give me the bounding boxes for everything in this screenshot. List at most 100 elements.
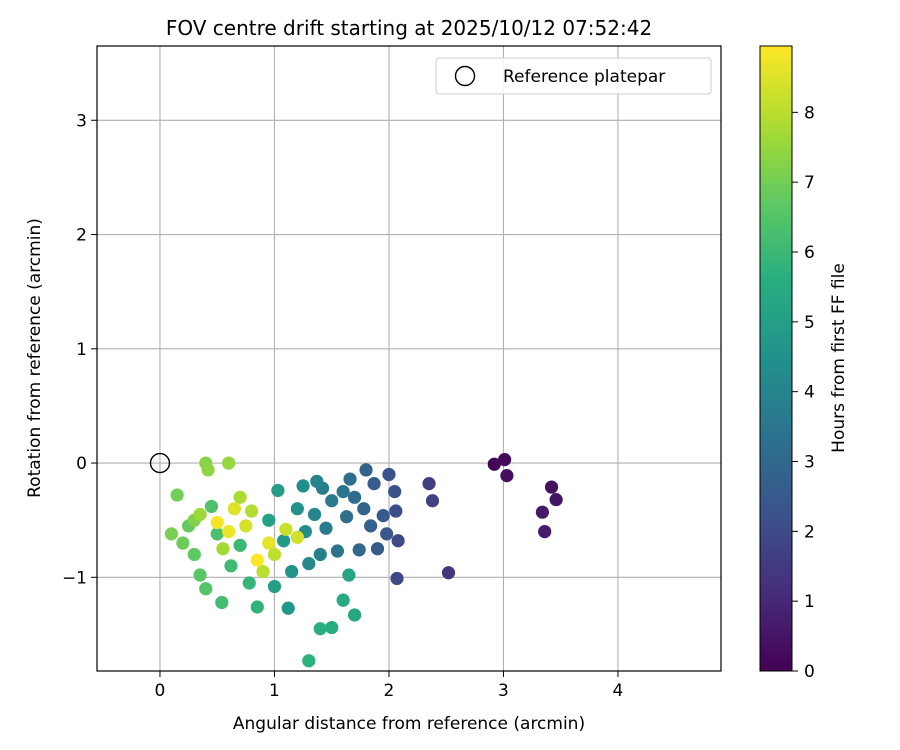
data-point bbox=[336, 593, 350, 607]
data-point bbox=[296, 479, 310, 493]
reference-platepar-marker bbox=[149, 452, 171, 474]
data-point bbox=[256, 564, 270, 579]
x-tick-label: 2 bbox=[384, 681, 395, 701]
x-axis-ticks: 0 1 2 3 4 bbox=[155, 671, 624, 701]
data-point bbox=[319, 521, 333, 535]
colorbar-tick-label: 7 bbox=[804, 173, 815, 193]
data-point bbox=[310, 474, 324, 488]
data-point bbox=[325, 494, 339, 508]
legend-box bbox=[435, 57, 712, 95]
data-point bbox=[193, 568, 207, 582]
data-point bbox=[201, 463, 215, 477]
data-point bbox=[271, 483, 285, 498]
y-axis-label: Rotation from reference (arcmin) bbox=[25, 218, 45, 498]
data-point bbox=[535, 505, 549, 519]
x-tick-label: 0 bbox=[155, 681, 166, 701]
data-point bbox=[233, 538, 247, 552]
data-point bbox=[422, 477, 436, 491]
data-point bbox=[210, 515, 224, 530]
data-points bbox=[149, 452, 563, 668]
data-point bbox=[359, 463, 373, 477]
colorbar-tick-label: 0 bbox=[804, 662, 815, 682]
legend-entry-label: Reference platepar bbox=[503, 67, 665, 87]
data-point bbox=[544, 480, 559, 494]
x-tick-label: 3 bbox=[498, 681, 509, 701]
data-point bbox=[425, 494, 440, 508]
data-point bbox=[279, 522, 293, 536]
data-point bbox=[224, 559, 238, 573]
colorbar-tick-label: 2 bbox=[804, 522, 815, 542]
legend: Reference platepar bbox=[435, 57, 712, 95]
data-point bbox=[267, 579, 282, 594]
data-point bbox=[313, 547, 327, 562]
data-point bbox=[348, 490, 362, 504]
colorbar: 0 1 2 3 4 5 6 7 8 Hours from first FF file bbox=[759, 45, 849, 682]
chart-title: FOV centre drift starting at 2025/10/12 … bbox=[166, 16, 652, 40]
data-point bbox=[390, 571, 404, 586]
data-point bbox=[290, 530, 304, 544]
grid-lines bbox=[97, 46, 721, 671]
data-point bbox=[498, 453, 512, 467]
x-tick-label: 4 bbox=[613, 681, 624, 701]
colorbar-tick-label: 4 bbox=[804, 383, 815, 403]
colorbar-label: Hours from first FF file bbox=[829, 263, 849, 453]
data-point bbox=[382, 467, 396, 482]
data-point bbox=[204, 499, 219, 514]
data-point bbox=[325, 620, 339, 635]
data-point bbox=[336, 485, 350, 499]
data-point bbox=[348, 608, 362, 622]
data-point bbox=[330, 544, 345, 558]
y-tick-label: 0 bbox=[76, 454, 87, 474]
data-point bbox=[343, 472, 357, 486]
data-point bbox=[215, 595, 229, 610]
data-point bbox=[391, 534, 405, 548]
data-point bbox=[277, 534, 291, 548]
data-point bbox=[487, 457, 501, 471]
data-point bbox=[227, 502, 241, 516]
data-point bbox=[340, 510, 354, 524]
y-axis-ticks: −1 0 1 2 3 bbox=[62, 111, 97, 588]
data-point bbox=[500, 469, 514, 483]
colorbar-tick-label: 8 bbox=[804, 103, 815, 123]
data-point bbox=[380, 527, 394, 541]
data-point bbox=[388, 485, 402, 499]
data-point bbox=[538, 525, 552, 539]
data-point bbox=[441, 566, 456, 580]
colorbar-gradient bbox=[759, 45, 793, 672]
data-point bbox=[364, 519, 378, 533]
colorbar-tick-label: 6 bbox=[804, 243, 815, 263]
y-tick-label: 3 bbox=[76, 111, 87, 131]
data-point bbox=[313, 622, 327, 636]
data-point bbox=[222, 456, 236, 470]
data-point bbox=[370, 542, 385, 556]
data-point bbox=[222, 525, 236, 539]
data-point bbox=[262, 513, 276, 527]
colorbar-tick-label: 1 bbox=[804, 592, 815, 612]
legend-reference-marker bbox=[454, 65, 476, 87]
y-tick-label: −1 bbox=[62, 568, 87, 588]
data-point bbox=[244, 504, 259, 518]
data-point bbox=[549, 493, 563, 507]
data-point bbox=[389, 504, 403, 518]
data-point bbox=[164, 527, 179, 541]
data-point bbox=[176, 536, 190, 550]
data-point bbox=[199, 582, 213, 596]
data-point bbox=[250, 553, 264, 567]
x-tick-label: 1 bbox=[269, 681, 280, 701]
data-point bbox=[352, 543, 366, 557]
plot-area-frame bbox=[96, 45, 722, 672]
data-point bbox=[302, 556, 316, 571]
data-point bbox=[170, 488, 184, 502]
data-point bbox=[290, 502, 304, 516]
data-point bbox=[357, 502, 371, 516]
data-point bbox=[187, 547, 201, 562]
data-point bbox=[233, 490, 247, 504]
colorbar-ticks: 0 1 2 3 4 5 6 7 8 bbox=[792, 103, 815, 682]
data-point bbox=[307, 507, 322, 522]
data-point bbox=[376, 509, 390, 523]
data-point bbox=[285, 564, 299, 579]
data-point bbox=[302, 654, 316, 668]
x-axis-label: Angular distance from reference (arcmin) bbox=[233, 714, 585, 734]
data-point bbox=[210, 527, 224, 541]
